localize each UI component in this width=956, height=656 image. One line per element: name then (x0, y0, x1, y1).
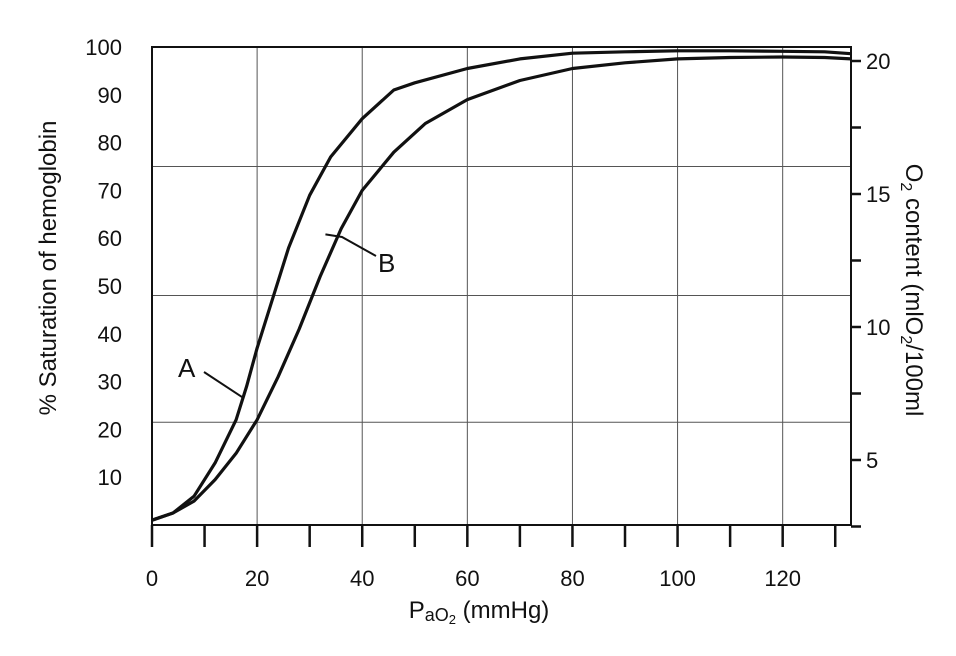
x-axis-title-unit: (mmHg) (456, 597, 549, 624)
y-tick-label: 60 (98, 226, 122, 251)
y-axis-title: % Saturation of hemoglobin (35, 121, 62, 416)
x-axis-title: PaO2 (mmHg) (409, 597, 550, 627)
x-axis-title-sub: aO (425, 605, 449, 625)
y2-title-e: /100ml (900, 344, 927, 416)
y2-tick-label: 5 (866, 448, 878, 473)
y-tick-label: 30 (98, 370, 122, 395)
x-tick-label: 20 (245, 566, 269, 591)
y2-title-b: 2 (897, 182, 914, 191)
y-tick-label: 10 (98, 465, 122, 490)
curve-a (151, 49, 852, 522)
y-tick-label: 50 (98, 274, 122, 299)
y2-title-c: content (mlO (900, 191, 927, 335)
y-tick-label: 20 (98, 417, 122, 442)
y-tick-label: 100 (85, 35, 122, 60)
annotation-a: A (178, 353, 196, 383)
annotation-b: B (378, 248, 395, 278)
x-tick-label: 100 (659, 566, 696, 591)
y2-title-d: 2 (897, 335, 914, 344)
curve-b (151, 55, 852, 522)
y2-axis-title: O2 content (mlO2/100ml (897, 164, 927, 417)
y-tick-label: 90 (98, 83, 122, 108)
x-axis-title-sub2: 2 (449, 612, 456, 627)
x-tick-label: 80 (560, 566, 584, 591)
axes: 0 20 40 60 80 100 120 10 20 30 40 50 60 70 80 90 100 5 10 1… (85, 35, 890, 591)
y2-title-a: O (900, 164, 927, 183)
leader-b (325, 233, 377, 257)
y2-tick-label: 15 (866, 182, 890, 207)
x-tick-label: 60 (455, 566, 479, 591)
plot-frame (151, 46, 852, 526)
y-tick-label: 80 (98, 131, 122, 156)
x-tick-label: 0 (146, 566, 158, 591)
y-tick-label: 40 (98, 322, 122, 347)
y2-tick-label: 20 (866, 49, 890, 74)
curves (151, 49, 852, 522)
gridlines (152, 46, 851, 525)
x-tick-label: 120 (764, 566, 801, 591)
x-axis-title-main: P (409, 597, 425, 624)
x-tick-label: 40 (350, 566, 374, 591)
leader-a (203, 371, 245, 400)
y2-tick-label: 10 (866, 315, 890, 340)
y-tick-label: 70 (98, 178, 122, 203)
